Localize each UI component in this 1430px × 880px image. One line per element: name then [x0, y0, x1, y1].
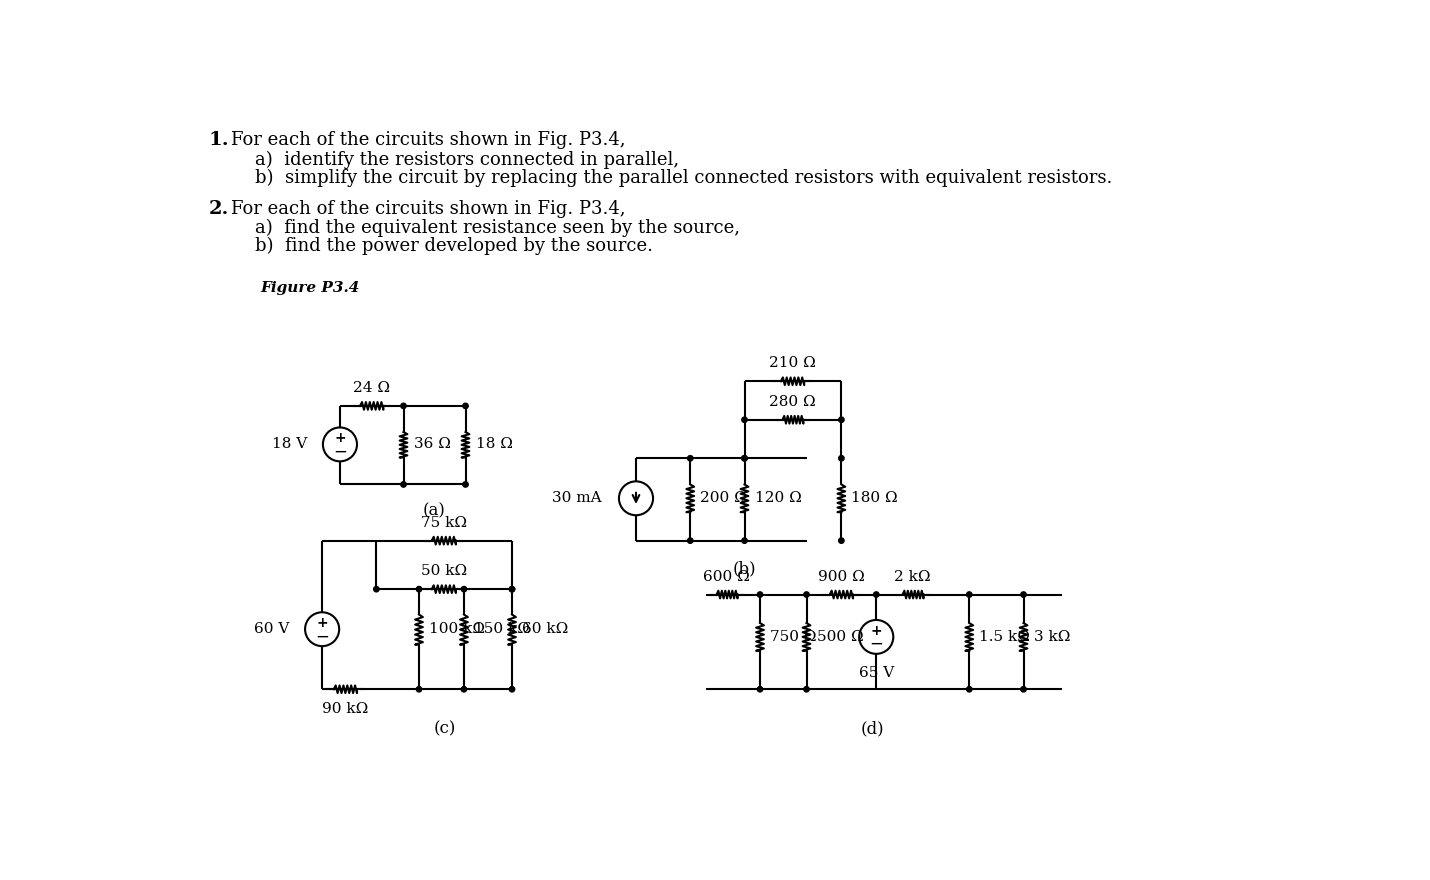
Text: 18 Ω: 18 Ω [476, 437, 512, 451]
Text: (d): (d) [861, 720, 884, 737]
Circle shape [509, 686, 515, 692]
Circle shape [463, 403, 468, 408]
Text: 210 Ω: 210 Ω [769, 356, 817, 370]
Text: 1.: 1. [209, 131, 229, 149]
Text: 24 Ω: 24 Ω [353, 381, 390, 395]
Circle shape [462, 586, 466, 592]
Circle shape [688, 456, 694, 461]
Circle shape [967, 686, 972, 692]
Circle shape [838, 456, 844, 461]
Text: −: − [869, 634, 884, 653]
Circle shape [416, 586, 422, 592]
Circle shape [462, 686, 466, 692]
Text: +: + [871, 624, 882, 638]
Text: For each of the circuits shown in Fig. P3.4,: For each of the circuits shown in Fig. P… [232, 131, 626, 149]
Text: (b): (b) [732, 560, 756, 577]
Text: Figure P3.4: Figure P3.4 [260, 282, 359, 295]
Text: +: + [335, 431, 346, 445]
Text: 1.5 kΩ: 1.5 kΩ [980, 630, 1030, 644]
Text: 30 mA: 30 mA [552, 491, 601, 505]
Text: (a): (a) [423, 502, 446, 519]
Circle shape [838, 538, 844, 543]
Circle shape [758, 686, 762, 692]
Text: 50 kΩ: 50 kΩ [420, 564, 466, 578]
Text: +: + [316, 616, 327, 630]
Circle shape [967, 592, 972, 598]
Circle shape [742, 538, 748, 543]
Circle shape [1021, 592, 1027, 598]
Text: 90 kΩ: 90 kΩ [322, 701, 369, 715]
Text: b)  simplify the circuit by replacing the parallel connected resistors with equi: b) simplify the circuit by replacing the… [255, 169, 1113, 187]
Text: 750 Ω: 750 Ω [771, 630, 817, 644]
Circle shape [804, 686, 809, 692]
Circle shape [400, 403, 406, 408]
Text: −: − [333, 443, 347, 460]
Circle shape [742, 456, 748, 461]
Text: a)  identify the resistors connected in parallel,: a) identify the resistors connected in p… [255, 150, 679, 168]
Text: 65 V: 65 V [858, 666, 894, 680]
Text: 2.: 2. [209, 200, 229, 217]
Circle shape [804, 592, 809, 598]
Circle shape [463, 481, 468, 488]
Text: 3 kΩ: 3 kΩ [1034, 630, 1070, 644]
Circle shape [416, 686, 422, 692]
Circle shape [742, 417, 748, 422]
Circle shape [400, 481, 406, 488]
Circle shape [1021, 686, 1027, 692]
Text: 36 Ω: 36 Ω [413, 437, 450, 451]
Circle shape [874, 592, 879, 598]
Text: b)  find the power developed by the source.: b) find the power developed by the sourc… [255, 237, 652, 254]
Text: (c): (c) [433, 720, 456, 737]
Text: 60 kΩ: 60 kΩ [522, 622, 568, 636]
Circle shape [838, 417, 844, 422]
Text: 280 Ω: 280 Ω [769, 395, 817, 409]
Text: 600 Ω: 600 Ω [704, 569, 751, 583]
Circle shape [373, 586, 379, 592]
Text: 75 kΩ: 75 kΩ [420, 516, 466, 530]
Text: 2 kΩ: 2 kΩ [894, 569, 931, 583]
Text: 60 V: 60 V [255, 622, 289, 636]
Text: 500 Ω: 500 Ω [817, 630, 864, 644]
Text: a)  find the equivalent resistance seen by the source,: a) find the equivalent resistance seen b… [255, 219, 739, 237]
Text: 900 Ω: 900 Ω [818, 569, 865, 583]
Circle shape [742, 456, 748, 461]
Circle shape [688, 538, 694, 543]
Text: 150 kΩ: 150 kΩ [473, 622, 531, 636]
Text: 120 Ω: 120 Ω [755, 491, 801, 505]
Circle shape [509, 586, 515, 592]
Text: 100 kΩ: 100 kΩ [429, 622, 485, 636]
Text: 200 Ω: 200 Ω [701, 491, 746, 505]
Text: For each of the circuits shown in Fig. P3.4,: For each of the circuits shown in Fig. P… [232, 200, 626, 217]
Circle shape [509, 586, 515, 592]
Circle shape [758, 592, 762, 598]
Text: 18 V: 18 V [272, 437, 307, 451]
Text: −: − [315, 627, 329, 645]
Text: 180 Ω: 180 Ω [851, 491, 898, 505]
